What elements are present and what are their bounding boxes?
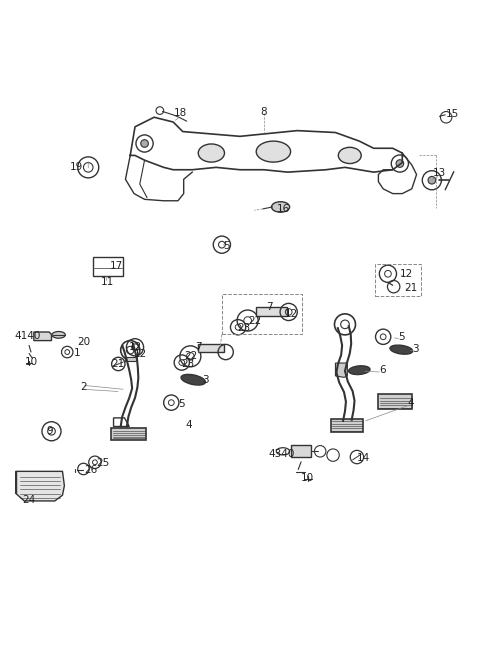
Text: 26: 26 (84, 465, 98, 475)
Text: 12: 12 (399, 269, 413, 279)
Text: 5: 5 (398, 332, 405, 342)
Text: 12: 12 (285, 309, 298, 319)
Text: 3: 3 (412, 344, 419, 354)
Polygon shape (34, 332, 51, 341)
Bar (290, 445, 311, 457)
Text: 15: 15 (446, 109, 459, 119)
Bar (374, 264, 421, 296)
Text: 24: 24 (23, 495, 36, 505)
Text: 8: 8 (261, 106, 267, 116)
Bar (222, 294, 302, 335)
Ellipse shape (338, 147, 361, 163)
Bar (256, 307, 287, 316)
Text: 5: 5 (179, 398, 185, 408)
Text: 14: 14 (357, 454, 370, 463)
Text: 4340: 4340 (269, 449, 295, 459)
Polygon shape (336, 363, 348, 377)
Text: 13: 13 (433, 168, 446, 178)
Polygon shape (16, 471, 64, 501)
Circle shape (141, 139, 148, 147)
Ellipse shape (272, 202, 289, 212)
Text: 11: 11 (101, 277, 114, 287)
Text: 6: 6 (379, 365, 385, 375)
Text: 19: 19 (70, 163, 84, 173)
Text: 4: 4 (408, 398, 414, 408)
Text: 4: 4 (186, 420, 192, 430)
Bar (93, 256, 123, 276)
Text: 10: 10 (301, 473, 314, 483)
Text: 25: 25 (96, 458, 109, 468)
Polygon shape (111, 428, 145, 440)
Ellipse shape (52, 331, 65, 338)
Ellipse shape (181, 374, 205, 385)
Circle shape (396, 160, 404, 167)
Text: 7: 7 (195, 342, 201, 353)
Text: 4140: 4140 (14, 331, 41, 341)
Text: 10: 10 (24, 357, 37, 367)
Text: 21: 21 (404, 283, 418, 293)
Text: 3: 3 (203, 374, 209, 384)
Polygon shape (331, 419, 363, 432)
Text: 7: 7 (266, 301, 273, 311)
Text: 23: 23 (237, 323, 251, 333)
Text: 16: 16 (277, 205, 290, 214)
Ellipse shape (390, 345, 413, 354)
Text: 12: 12 (134, 349, 147, 359)
Text: 18: 18 (174, 108, 187, 118)
Polygon shape (378, 394, 412, 409)
Text: 2: 2 (80, 382, 87, 392)
Text: 12: 12 (128, 342, 142, 353)
Text: 17: 17 (110, 261, 123, 271)
Circle shape (428, 177, 436, 184)
Text: 20: 20 (77, 337, 90, 347)
Ellipse shape (198, 144, 225, 162)
Text: 9: 9 (47, 426, 53, 436)
Text: 21: 21 (112, 359, 125, 369)
Text: 23: 23 (181, 359, 194, 369)
Text: 22: 22 (249, 315, 262, 325)
Text: 1: 1 (73, 349, 80, 359)
Text: 5: 5 (223, 241, 230, 251)
Bar (198, 345, 224, 352)
Text: 22: 22 (185, 351, 198, 361)
Ellipse shape (348, 366, 370, 374)
Polygon shape (124, 357, 136, 361)
Ellipse shape (256, 141, 290, 162)
